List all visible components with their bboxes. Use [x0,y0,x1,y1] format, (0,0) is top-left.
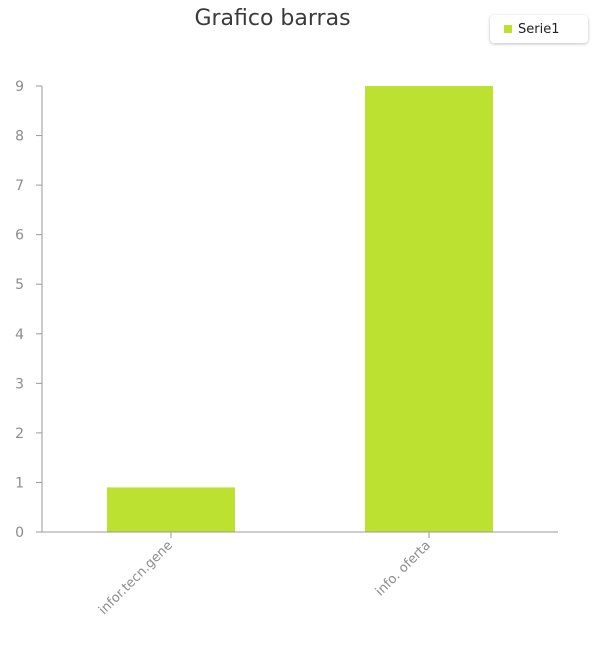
legend-label-serie1: Serie1 [518,21,560,37]
x-tick-label-0: infor.tecn.gene [96,538,176,618]
bar-1[interactable] [365,86,493,532]
x-tick-label-1: info. oferta [373,538,434,599]
y-tick-label-9: 9 [15,79,24,95]
y-tick-label-8: 8 [15,129,24,145]
y-tick-label-5: 5 [15,277,24,293]
bar-0[interactable] [107,487,235,532]
y-tick-label-7: 7 [15,178,24,194]
legend[interactable]: Serie1 [490,15,588,43]
y-tick-label-0: 0 [15,525,24,541]
y-tick-label-6: 6 [15,228,24,244]
y-tick-label-4: 4 [15,327,24,343]
legend-swatch-serie1 [504,25,512,33]
chart-title: Grafico barras [194,6,351,31]
y-tick-label-1: 1 [15,475,24,491]
y-tick-label-2: 2 [15,426,24,442]
y-tick-label-3: 3 [15,376,24,392]
